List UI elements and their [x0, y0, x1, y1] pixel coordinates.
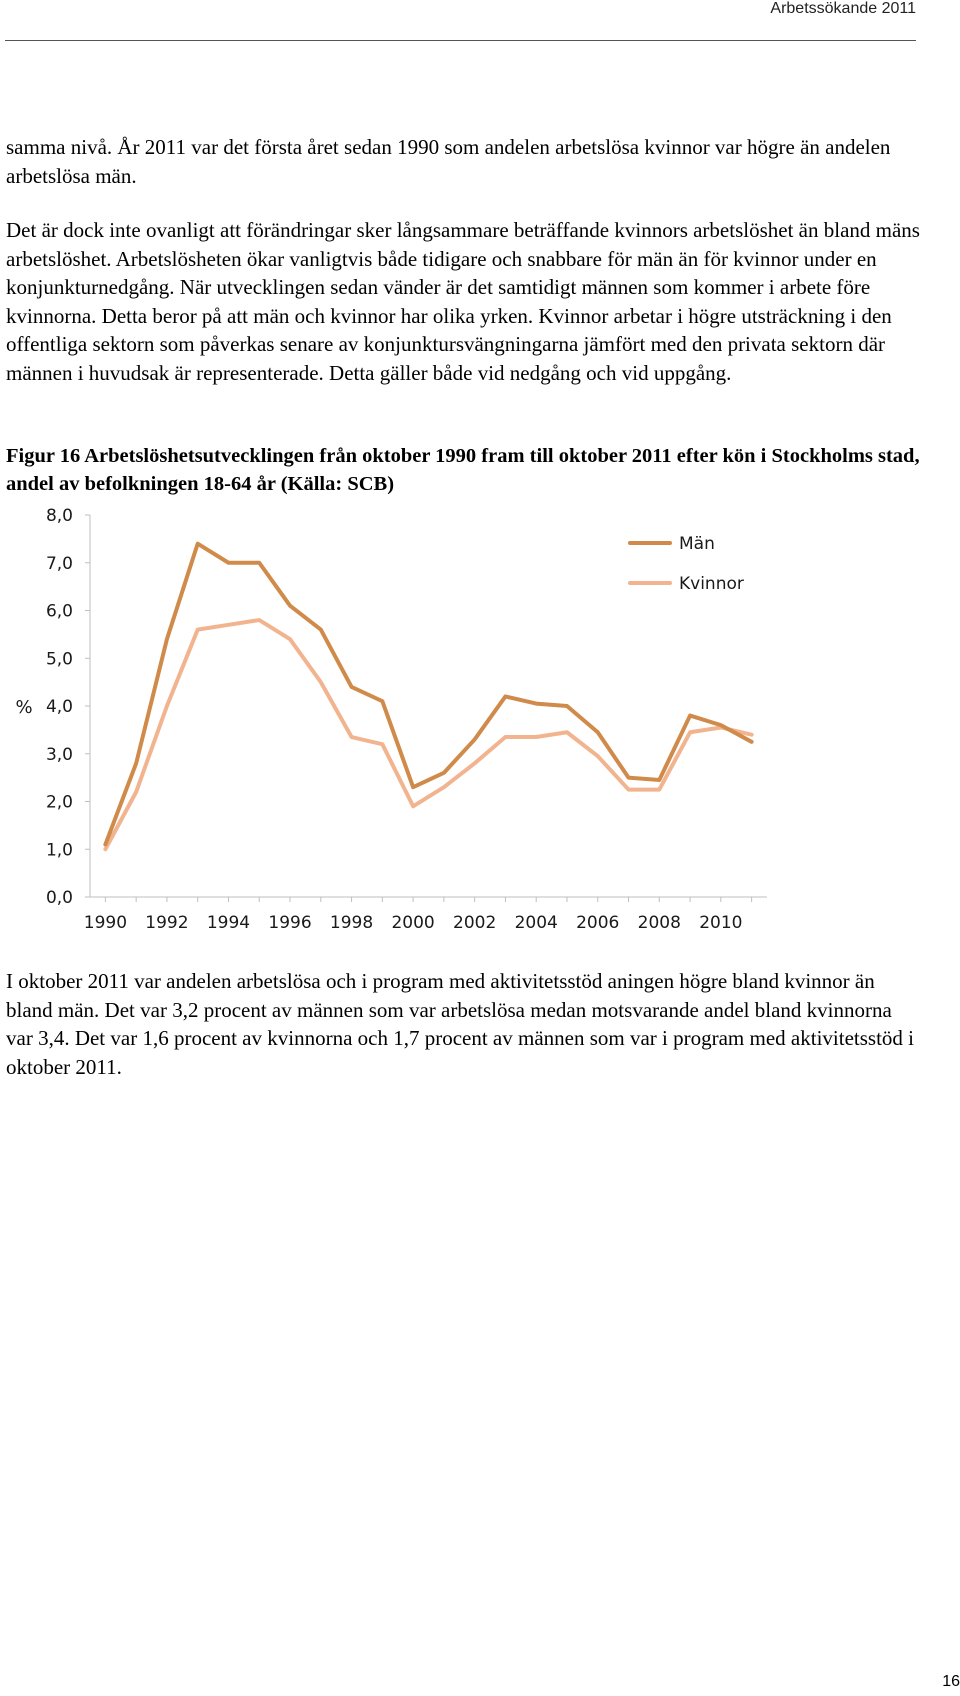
y-tick-label: 3,0: [46, 745, 73, 765]
x-tick-label: 1998: [330, 913, 373, 933]
paragraph-intro: samma nivå. År 2011 var det första året …: [6, 135, 891, 188]
y-axis-label: %: [15, 697, 32, 718]
y-tick-label: 7,0: [46, 554, 73, 574]
x-tick-label: 2004: [515, 913, 558, 933]
paragraph-conclusion: I oktober 2011 var andelen arbetslösa oc…: [6, 969, 915, 1079]
x-tick-label: 2002: [453, 913, 496, 933]
figure-caption: Figur 16 Arbetslöshetsutvecklingen från …: [6, 445, 920, 495]
y-tick-label: 5,0: [46, 649, 73, 669]
x-tick-label: 1990: [84, 913, 127, 933]
page-number: 16: [942, 1673, 960, 1690]
y-tick-label: 1,0: [46, 840, 73, 860]
line-chart: 0,0 1,0 2,0 3,0 4,0 5,0 6,0 7,0 8,0 1990 1992 1994 1…: [0, 495, 800, 945]
header-divider: [5, 40, 916, 41]
x-tick-label: 1994: [207, 913, 250, 933]
x-tick-label: 2006: [576, 913, 619, 933]
chart-svg: 0,0 1,0 2,0 3,0 4,0 5,0 6,0 7,0 8,0 1990 1992 1994 1…: [15, 506, 767, 933]
y-tick-label: 2,0: [46, 793, 73, 813]
x-tick-label: 1996: [268, 913, 311, 933]
y-tick-label: 0,0: [46, 888, 73, 908]
y-tick-label: 6,0: [46, 602, 73, 622]
y-tick-label: 4,0: [46, 697, 73, 717]
x-tick-label: 2010: [699, 913, 742, 933]
running-header: Arbetssökande 2011: [770, 0, 916, 17]
paragraph-explanation: Det är dock inte ovanligt att förändring…: [6, 218, 920, 385]
series-line-kvinnor: [103, 618, 754, 852]
x-tick-label: 2000: [391, 913, 434, 933]
legend-label: Kvinnor: [679, 574, 744, 594]
x-tick-label: 1992: [145, 913, 188, 933]
y-tick-label: 8,0: [46, 506, 73, 526]
series-line-män: [103, 541, 754, 847]
x-tick-label: 2008: [638, 913, 681, 933]
legend-label: Män: [679, 534, 715, 554]
